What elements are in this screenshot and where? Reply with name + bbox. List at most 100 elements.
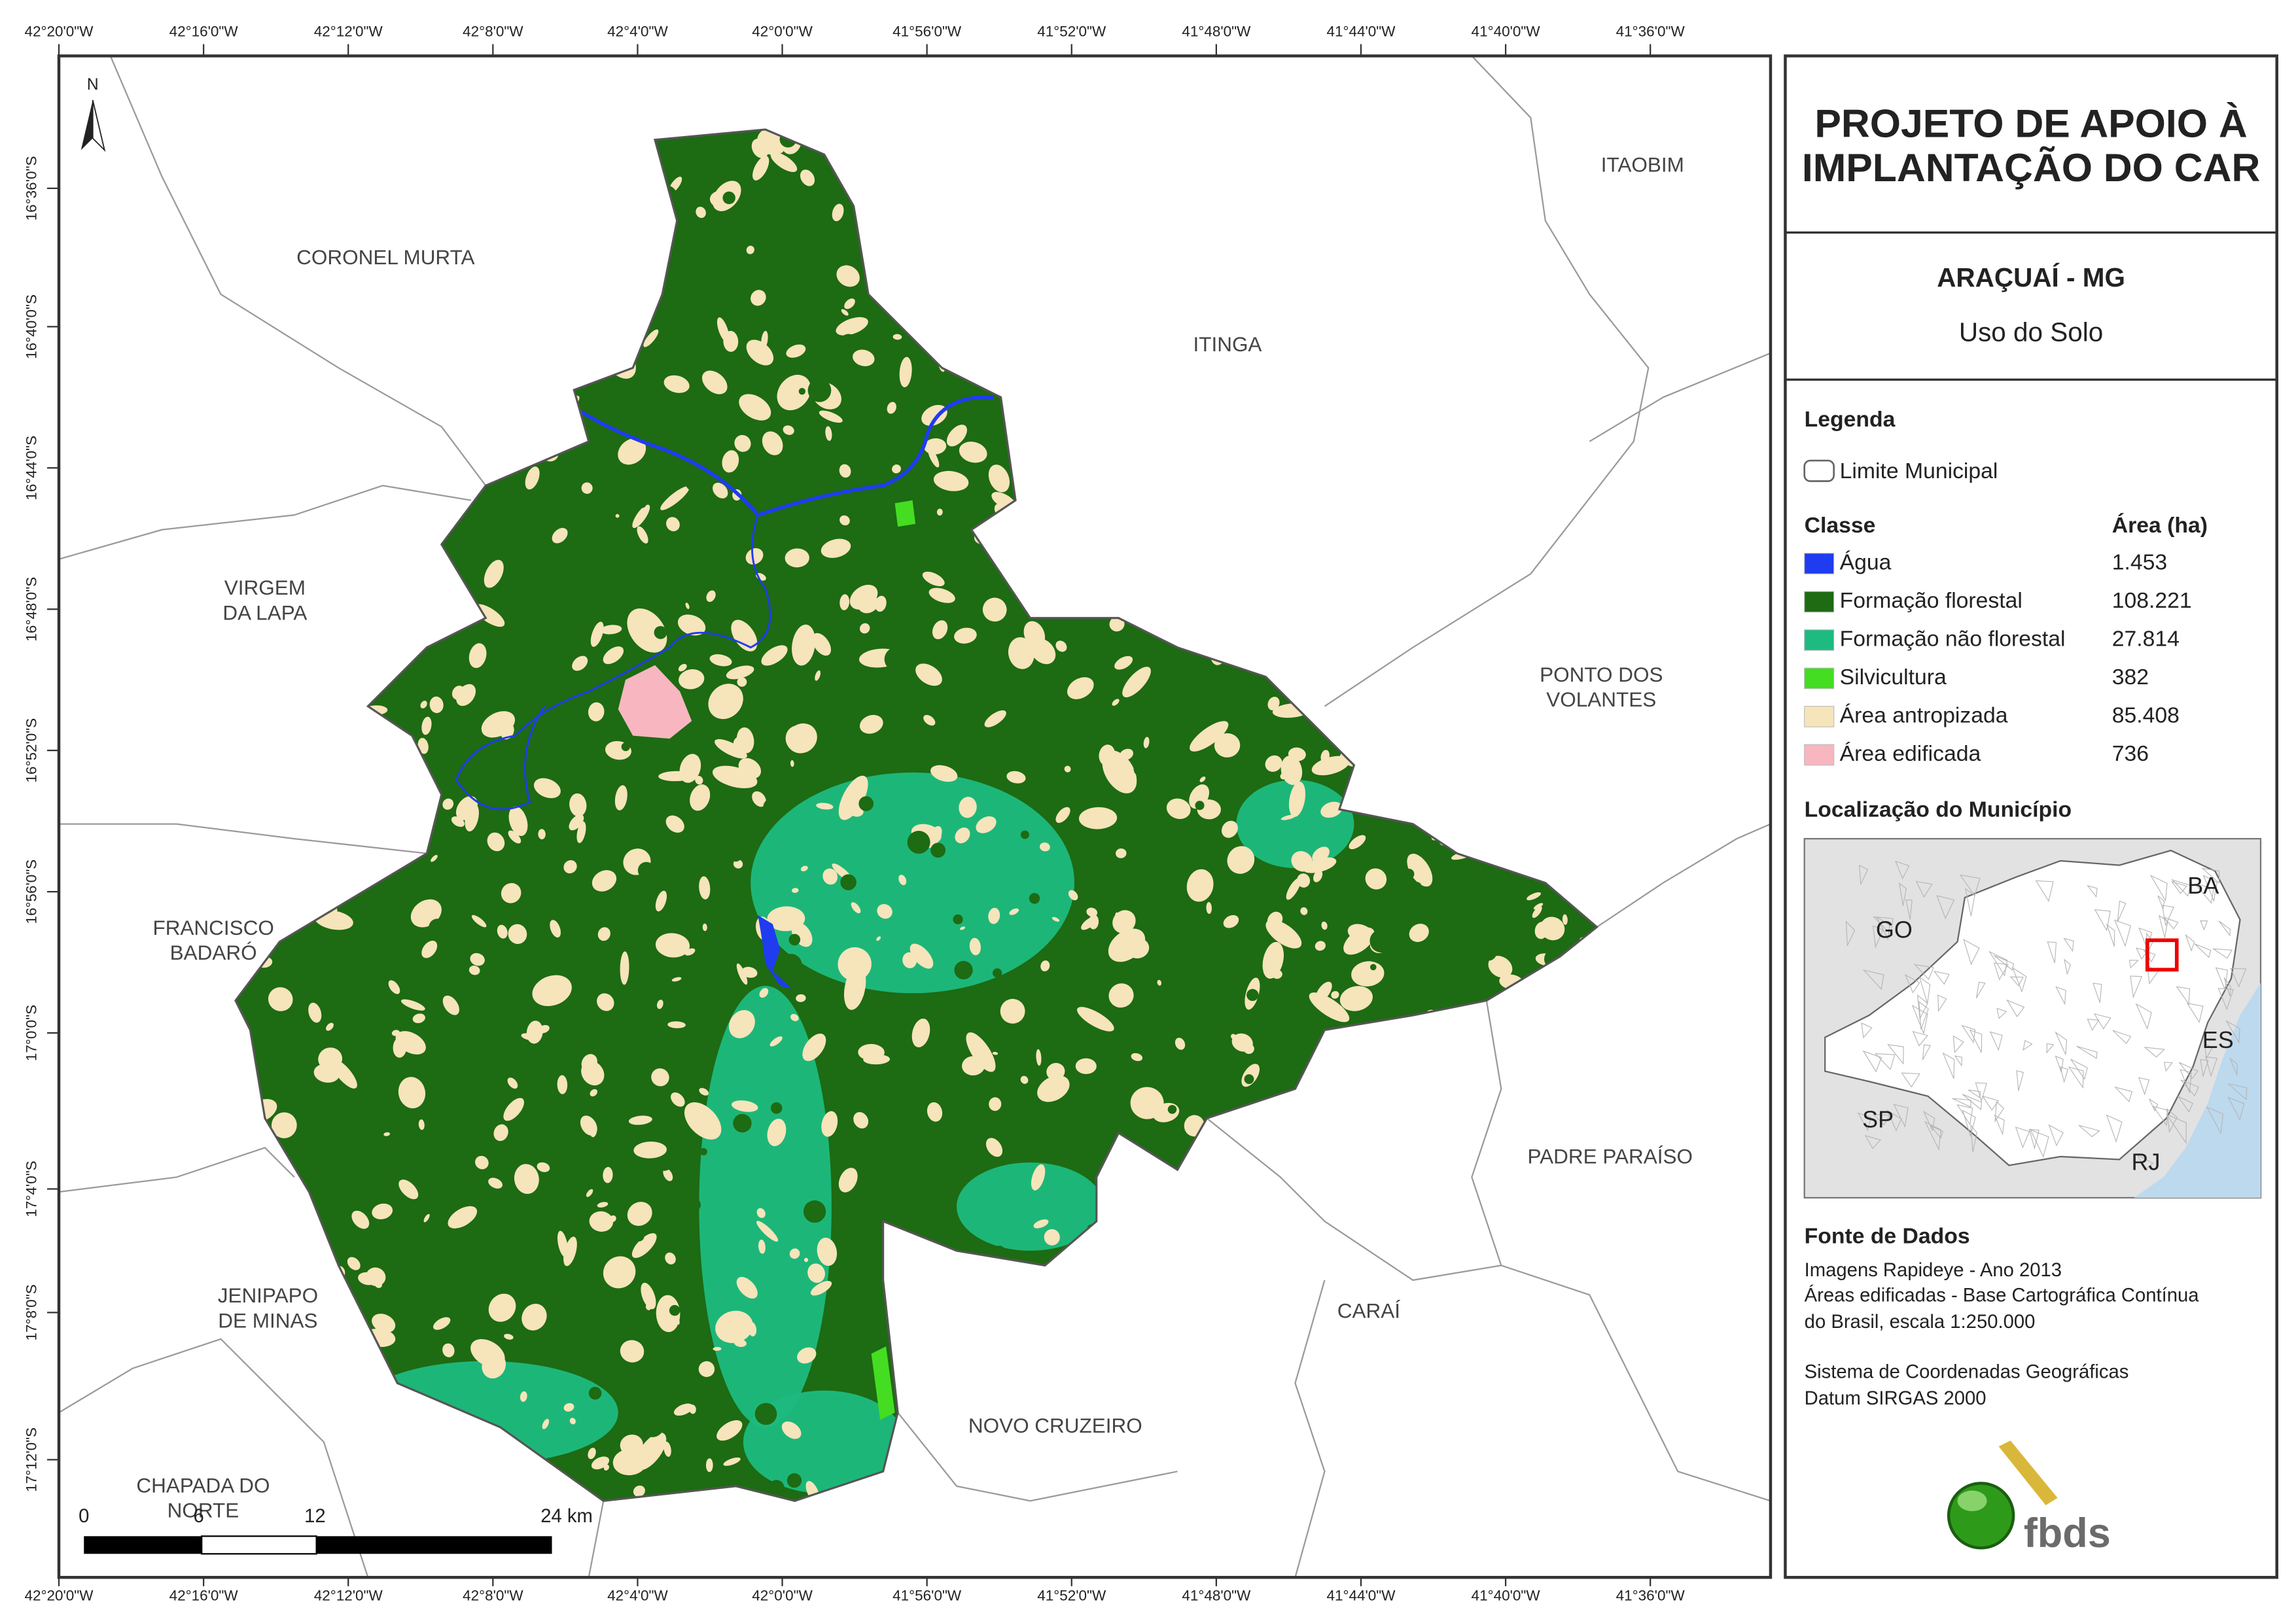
anthropized-patch [1527,417,1542,434]
anthropized-patch [641,1282,656,1310]
anthropized-patch [777,374,811,411]
anthropized-patch [609,1215,616,1223]
state-label: ES [2202,1026,2234,1053]
anthropized-patch [235,1102,261,1132]
anthropized-patch [1236,208,1257,229]
anthropized-patch [372,1413,391,1427]
anthropized-patch [679,754,701,783]
forest-patch [476,539,483,546]
anthropized-patch [1156,1497,1183,1501]
anthropized-patch [455,795,478,820]
anthropized-patch [1235,1247,1243,1264]
inset-cell [2218,920,2231,937]
anthropized-patch [898,875,907,886]
class-name: Área antropizada [1840,703,2008,727]
anthropized-patch [733,859,743,869]
anthropized-patch [1327,1043,1343,1054]
anthropized-patch [328,437,340,455]
forest-patch [776,284,786,294]
anthropized-patch [917,1319,935,1336]
anthropized-patch [985,1138,1003,1157]
anthropized-patch [1223,915,1239,928]
anthropized-patch [696,206,706,218]
anthropized-patch [1551,1007,1557,1015]
anthropized-patch [1524,777,1551,791]
anthropized-patch [334,1459,361,1476]
anthropized-patch [915,663,942,686]
forest-patch [733,1113,752,1133]
forest-patch [1020,830,1029,839]
anthropized-patch [442,331,477,345]
inset-cell [2177,1095,2193,1113]
anthropized-patch [1280,814,1296,820]
inset-cell [1872,925,1884,949]
anthropized-patch [1448,358,1469,376]
inset-cell [1994,1100,2005,1123]
anthropized-patch [1275,258,1294,284]
forest-patch [1466,1229,1490,1252]
logo-text: fbds [2024,1510,2111,1556]
longitude-label: 42°4'0"W [607,23,668,39]
anthropized-patch [1429,417,1443,432]
inset-cell [1916,994,1928,1020]
forest-patch [1207,584,1220,597]
anthropized-patch [308,1002,322,1023]
inset-cell [1970,1124,1977,1153]
anthropized-patch [1051,916,1060,922]
anthropized-patch [736,727,754,754]
anthropized-patch [959,442,987,463]
inset-cell [2087,884,2098,898]
anthropized-patch [1288,781,1306,817]
forest-patch [1447,1147,1456,1157]
anthropized-patch [1414,797,1426,807]
anthropized-patch [1000,301,1026,329]
forest-patch [1089,643,1113,667]
anthropized-patch [1040,842,1050,852]
anthropized-patch [563,1482,570,1490]
inset-cell [2112,1030,2132,1044]
anthropized-patch [928,447,940,468]
location-inset: GO BA ES SP RJ [1803,837,2262,1199]
north-arrow: N [80,76,106,152]
forest-patch [1103,1382,1121,1400]
forest-patch [794,287,817,309]
anthropized-patch [1048,335,1082,377]
forest-patch [1195,485,1205,495]
anthropized-patch [1430,1184,1460,1206]
forest-patch [848,754,868,774]
anthropized-patch [1321,921,1328,930]
inset-cell [1912,1031,1928,1047]
anthropized-patch [1572,1197,1584,1217]
anthropized-patch [612,1448,647,1476]
inset-cell [1922,1044,1932,1060]
anthropized-patch [309,221,320,232]
anthropized-patch [605,305,618,317]
inset-cell [2016,1070,2024,1091]
forest-patch [450,358,463,371]
anthropized-patch [1501,1412,1517,1426]
anthropized-patch [1115,1243,1153,1276]
anthropized-patch [345,294,355,303]
anthropized-patch [412,1013,425,1024]
anthropized-patch [1175,509,1197,531]
forest-patch [308,772,329,793]
anthropized-patch [1452,1395,1474,1425]
anthropized-patch [716,1420,743,1441]
title-line: IMPLANTAÇÃO DO CAR [1802,145,2260,190]
forest-patch [699,1148,707,1156]
area-header: Área (ha) [2112,513,2208,538]
anthropized-patch [1275,1475,1289,1484]
inset-cell [2170,879,2191,897]
forest-patch [633,1230,645,1242]
anthropized-patch [1378,509,1404,535]
anthropized-patch [1350,462,1376,490]
anthropized-patch [590,621,604,647]
anthropized-patch [1037,1075,1070,1102]
anthropized-patch [817,1237,838,1266]
anthropized-patch [1510,1174,1524,1189]
anthropized-patch [370,1393,385,1399]
anthropized-patch [433,1317,451,1330]
map-frame [57,54,1773,1579]
anthropized-patch [597,1202,609,1208]
inset-cell [2046,1043,2055,1054]
